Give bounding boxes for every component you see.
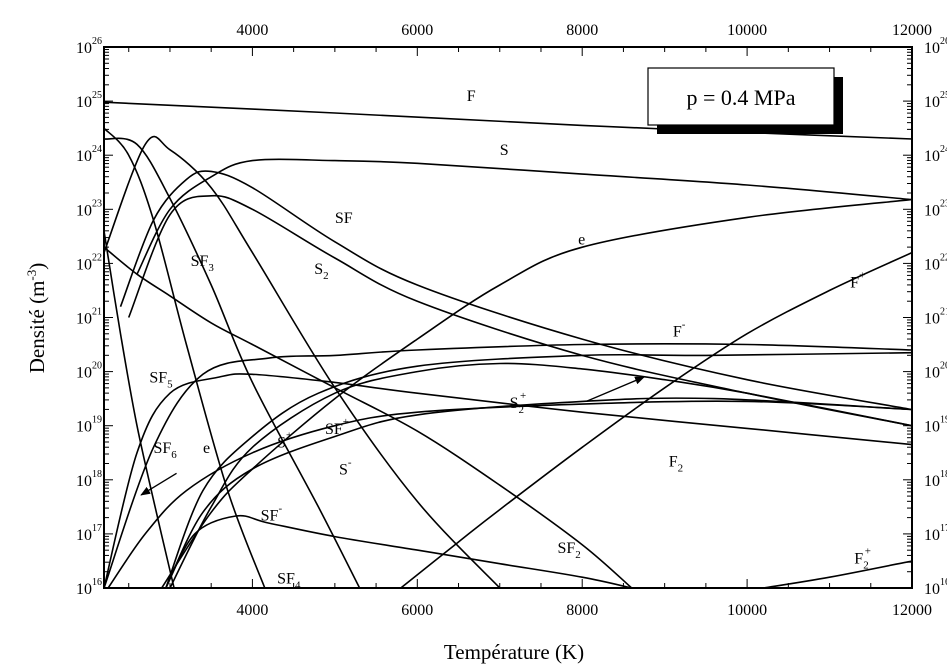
series-line-sf5	[104, 127, 266, 588]
y-tick-label-right: 1018	[924, 469, 947, 490]
series-line-sf4	[104, 137, 361, 588]
y-tick-label-left: 1025	[76, 90, 102, 111]
series-label: SF	[335, 210, 353, 227]
series-label: SF+	[325, 416, 349, 438]
y-tick-label-right: 1024	[924, 144, 947, 165]
series-label: F+	[850, 270, 865, 292]
series-label: e	[203, 440, 210, 457]
y-tick-label-left: 1022	[76, 252, 102, 273]
y-axis-title-close: )	[25, 263, 49, 270]
series-label: S2+	[510, 390, 527, 416]
series-label: F	[467, 88, 476, 105]
series-line-sf3	[104, 135, 501, 588]
series-line-sf6	[104, 230, 175, 588]
y-tick-labels-right: 1016 1017 1018 1019 1020 1021 1022 1023 1024 1025…	[924, 36, 947, 598]
pressure-annotation: p = 0.4 MPa	[687, 85, 796, 110]
y-tick-label-left: 1024	[76, 144, 102, 165]
x-axis-title: Température (K)	[444, 640, 584, 664]
series-line-sf	[119, 170, 912, 411]
y-axis-title-exponent: -3	[24, 270, 39, 281]
annotation-arrow	[586, 376, 645, 402]
y-tick-label-left: 1016	[76, 577, 102, 598]
y-tick-label-right: 1021	[924, 307, 947, 328]
series-line-f2	[104, 373, 912, 588]
series-label: S+	[277, 429, 292, 451]
y-tick-label-left: 1018	[76, 469, 102, 490]
y-axis-title: Densité (m-3)	[24, 263, 49, 374]
series-line-sminus	[107, 400, 912, 588]
y-tick-label-right: 1023	[924, 198, 947, 219]
series-line-sfplus	[165, 397, 912, 588]
annotation-box	[647, 67, 835, 126]
y-tick-label-left: 1019	[76, 415, 102, 436]
x-tick-label-bottom: 10000	[727, 602, 767, 619]
x-tick-label-bottom: 8000	[566, 602, 598, 619]
series-label: SF-	[261, 502, 283, 524]
annotation-arrow	[140, 472, 177, 496]
series-line-e	[161, 198, 912, 588]
series-line-splus	[165, 351, 912, 588]
series-curves	[104, 101, 912, 588]
series-label: SF6	[153, 440, 177, 461]
x-tick-label-top: 6000	[401, 22, 433, 39]
x-tick-label-bottom: 4000	[236, 602, 268, 619]
y-tick-label-right: 1026	[924, 36, 947, 57]
series-line-sf2	[104, 246, 633, 588]
series-label: F2	[669, 453, 683, 474]
series-label: S-	[339, 456, 352, 478]
series-label: e	[578, 231, 585, 248]
y-tick-label-left: 1017	[76, 523, 102, 544]
x-tick-labels-top: 4000 6000 8000 10000 12000	[236, 22, 932, 39]
series-label: S	[500, 142, 509, 159]
y-tick-label-right: 1019	[924, 415, 947, 436]
x-tick-label-top: 4000	[236, 22, 268, 39]
y-tick-label-right: 1020	[924, 361, 947, 382]
y-tick-label-right: 1025	[924, 90, 947, 111]
series-label: F-	[673, 318, 686, 340]
y-tick-label-left: 1021	[76, 307, 102, 328]
series-line-sfminus	[165, 514, 632, 588]
series-label: SF5	[149, 369, 173, 390]
y-tick-label-right: 1017	[924, 523, 947, 544]
series-line-fminus	[104, 343, 912, 588]
x-tick-label-top: 10000	[727, 22, 767, 39]
y-axis-title-main: Densité (m	[25, 281, 49, 374]
annotation-arrows	[140, 376, 645, 496]
y-tick-label-left: 1026	[76, 36, 102, 57]
series-label: SF2	[557, 540, 580, 561]
y-tick-labels-left: 1016 1017 1018 1019 1020 1021 1022 1023 1024 1025…	[76, 36, 102, 598]
series-line-f	[104, 101, 912, 140]
y-tick-label-right: 1016	[924, 577, 947, 598]
y-tick-label-right: 1022	[924, 252, 947, 273]
series-label: S2	[314, 261, 328, 282]
series-line-splus2	[169, 362, 912, 588]
series-label: SF3	[191, 253, 215, 274]
x-tick-label-top: 12000	[892, 22, 932, 39]
series-line-fplus	[400, 251, 912, 588]
y-tick-label-left: 1023	[76, 198, 102, 219]
x-tick-label-bottom: 6000	[401, 602, 433, 619]
y-tick-label-left: 1020	[76, 361, 102, 382]
series-label: SF4	[277, 571, 301, 592]
series-line-s	[136, 158, 912, 275]
axis-ticks	[104, 46, 913, 589]
series-line-fplus2	[763, 560, 912, 588]
x-tick-label-top: 8000	[566, 22, 598, 39]
x-tick-labels-bottom: 4000 6000 8000 10000 12000	[236, 602, 932, 619]
series-label: F2+	[854, 546, 871, 572]
series-labels: F Se SF S2 SF3 SF5 SF6 SF4 SF2 F- S+ SF+ S- S2+ F2 F+ SF…	[149, 88, 871, 592]
x-tick-label-bottom: 12000	[892, 602, 932, 619]
